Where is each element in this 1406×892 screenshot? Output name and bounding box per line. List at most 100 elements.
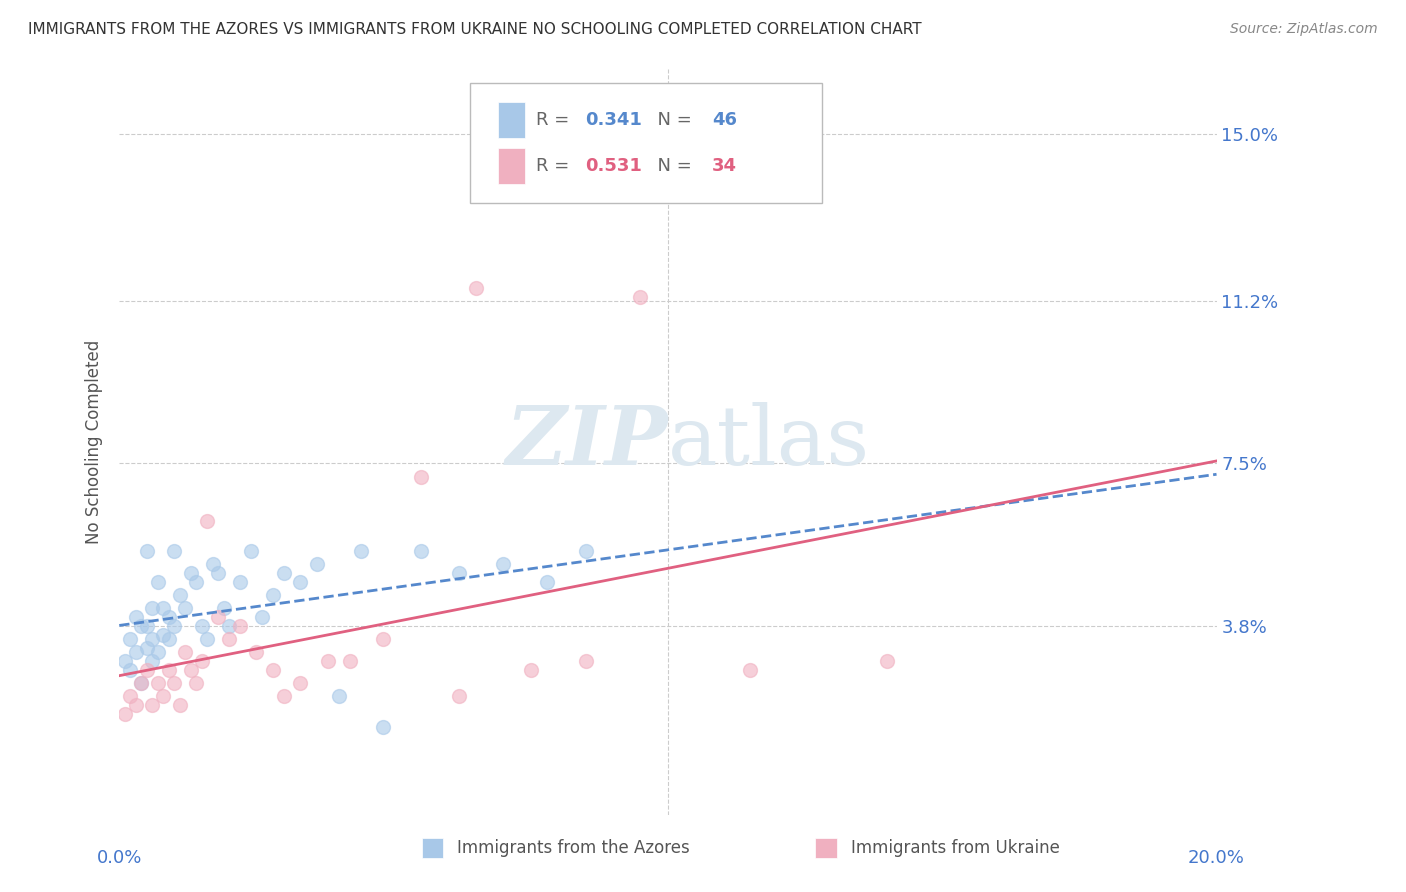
Point — [201, 558, 224, 572]
Point — [305, 558, 328, 572]
Point — [135, 640, 157, 655]
Point — [190, 619, 212, 633]
Point — [146, 676, 169, 690]
FancyBboxPatch shape — [498, 148, 526, 184]
Point — [273, 689, 295, 703]
Point — [141, 601, 163, 615]
Point — [125, 645, 148, 659]
Point — [125, 610, 148, 624]
Point — [184, 676, 207, 690]
Point — [141, 698, 163, 712]
Point — [135, 544, 157, 558]
Point — [163, 619, 186, 633]
Point — [449, 566, 471, 581]
Point — [141, 632, 163, 646]
Point — [157, 663, 180, 677]
Point — [262, 588, 284, 602]
Point — [328, 689, 350, 703]
Point — [163, 544, 186, 558]
Point — [316, 654, 339, 668]
Point — [350, 544, 373, 558]
Point — [146, 574, 169, 589]
Text: Immigrants from the Azores: Immigrants from the Azores — [457, 839, 690, 857]
Point — [876, 654, 898, 668]
Point — [152, 689, 174, 703]
Text: 0.341: 0.341 — [586, 112, 643, 129]
Point — [740, 663, 762, 677]
Text: 0.0%: 0.0% — [97, 849, 142, 867]
Point — [449, 689, 471, 703]
Point — [180, 663, 202, 677]
Point — [129, 676, 152, 690]
Point — [174, 645, 197, 659]
Point — [195, 514, 218, 528]
Text: Source: ZipAtlas.com: Source: ZipAtlas.com — [1230, 22, 1378, 37]
Point — [114, 654, 136, 668]
Point — [245, 645, 267, 659]
Point — [290, 676, 312, 690]
Point — [229, 574, 252, 589]
Point — [371, 632, 394, 646]
Point — [262, 663, 284, 677]
Point — [630, 290, 652, 304]
Point — [207, 566, 229, 581]
Point — [135, 663, 157, 677]
Text: 20.0%: 20.0% — [1188, 849, 1244, 867]
Point — [536, 574, 558, 589]
Text: 34: 34 — [711, 157, 737, 175]
Point — [184, 574, 207, 589]
Point — [163, 676, 186, 690]
Text: 0.531: 0.531 — [586, 157, 643, 175]
Point — [129, 619, 152, 633]
FancyBboxPatch shape — [471, 84, 821, 202]
Point — [239, 544, 262, 558]
Point — [152, 627, 174, 641]
Point — [169, 698, 191, 712]
Point — [212, 601, 235, 615]
Point — [409, 469, 432, 483]
Point — [129, 676, 152, 690]
Point — [190, 654, 212, 668]
Point — [575, 654, 598, 668]
Point — [492, 558, 515, 572]
Point — [152, 601, 174, 615]
Point — [157, 610, 180, 624]
Point — [273, 566, 295, 581]
Text: N =: N = — [645, 157, 697, 175]
Text: Immigrants from Ukraine: Immigrants from Ukraine — [851, 839, 1060, 857]
Point — [120, 663, 142, 677]
Y-axis label: No Schooling Completed: No Schooling Completed — [86, 340, 103, 543]
Point — [120, 632, 142, 646]
Point — [409, 544, 432, 558]
Point — [339, 654, 361, 668]
Point — [146, 645, 169, 659]
Point — [464, 281, 486, 295]
Point — [195, 632, 218, 646]
Point — [371, 720, 394, 734]
Point — [575, 544, 598, 558]
Point — [157, 632, 180, 646]
Point — [218, 619, 240, 633]
Point — [141, 654, 163, 668]
Point — [207, 610, 229, 624]
Point — [250, 610, 273, 624]
Point — [114, 706, 136, 721]
Text: N =: N = — [645, 112, 697, 129]
Point — [169, 588, 191, 602]
Point — [180, 566, 202, 581]
FancyBboxPatch shape — [498, 103, 526, 138]
Point — [229, 619, 252, 633]
Text: R =: R = — [536, 157, 575, 175]
Point — [135, 619, 157, 633]
Text: ZIP: ZIP — [505, 401, 668, 482]
Text: IMMIGRANTS FROM THE AZORES VS IMMIGRANTS FROM UKRAINE NO SCHOOLING COMPLETED COR: IMMIGRANTS FROM THE AZORES VS IMMIGRANTS… — [28, 22, 922, 37]
Text: R =: R = — [536, 112, 575, 129]
Text: 46: 46 — [711, 112, 737, 129]
Text: atlas: atlas — [668, 401, 870, 482]
Point — [120, 689, 142, 703]
Point — [290, 574, 312, 589]
Point — [125, 698, 148, 712]
Point — [218, 632, 240, 646]
Point — [174, 601, 197, 615]
Point — [519, 663, 541, 677]
